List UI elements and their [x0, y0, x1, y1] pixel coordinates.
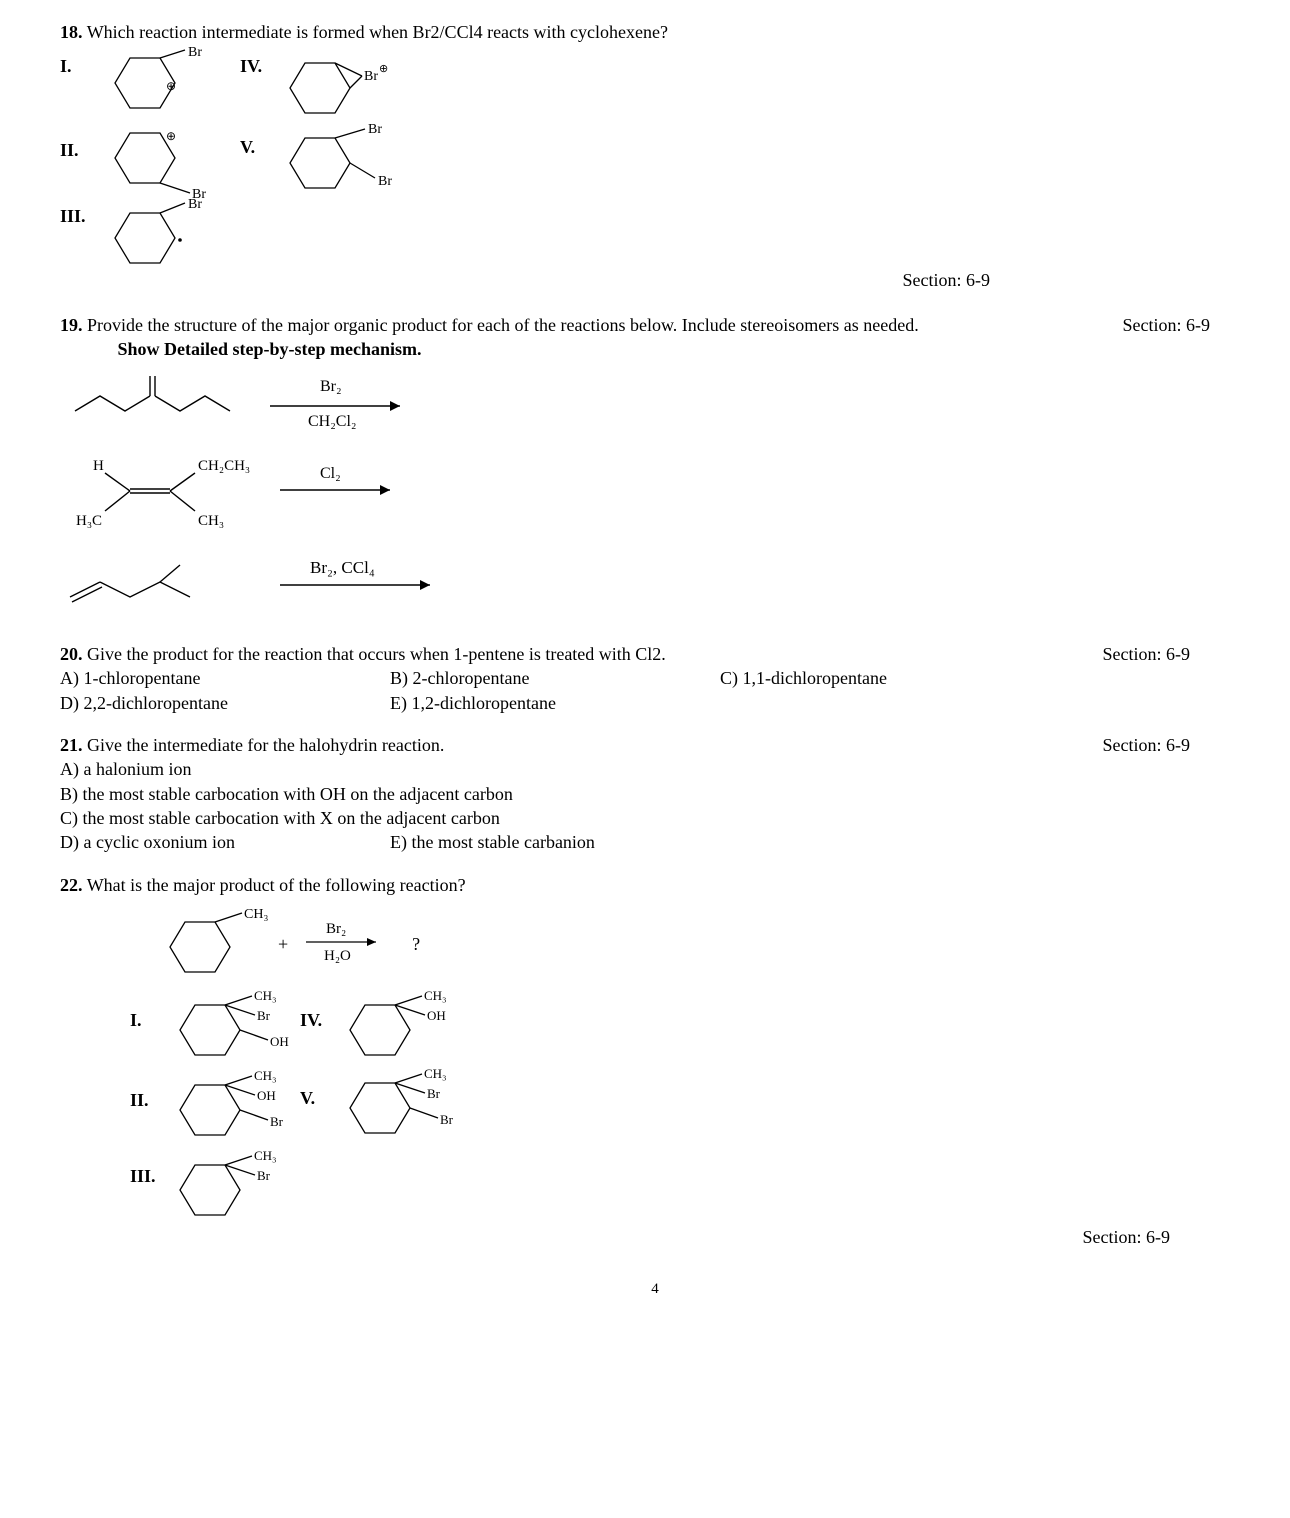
q19-number: 19. [60, 315, 83, 335]
oh-label: OH [427, 1008, 446, 1023]
q18-roman-III: III. [60, 204, 90, 228]
q21-choice-E: E) the most stable carbanion [390, 830, 615, 854]
q20-section: Section: 6-9 [1103, 642, 1251, 666]
ch3-label: CH₃ [254, 988, 277, 1003]
q22-structure-II: CH₃ OH Br [160, 1070, 300, 1150]
br-label: Br [440, 1112, 454, 1127]
question-21: 21. Give the intermediate for the halohy… [60, 733, 1250, 854]
q22-structure-IV: CH₃ OH [330, 990, 470, 1068]
q22-roman-I: I. [130, 1008, 160, 1032]
q20-choice-A: A) 1-chloropentane [60, 666, 390, 690]
q18-section: Section: 6-9 [60, 268, 1250, 292]
ch3-label: CH₃ [254, 1068, 277, 1083]
q19-arrow-1: Br₂ CH₂Cl₂ [260, 371, 430, 441]
plus-sign: + [278, 932, 288, 956]
q20-choice-D: D) 2,2-dichloropentane [60, 691, 390, 715]
q22-section: Section: 6-9 [60, 1225, 1250, 1249]
q18-roman-II: II. [60, 138, 90, 162]
page-number: 4 [60, 1279, 1250, 1299]
q21-prompt: 21. Give the intermediate for the halohy… [60, 733, 1250, 757]
q19-reactant-1 [60, 371, 260, 441]
q19-arrow-2: Cl₂ [270, 458, 420, 528]
q19-section: Section: 6-9 [1123, 313, 1251, 337]
q22-roman-IV: IV. [300, 1008, 330, 1032]
plus-label: ⊕ [166, 79, 176, 93]
q19-reactant-3 [60, 547, 270, 617]
q18-prompt: 18. Which reaction intermediate is forme… [60, 20, 1250, 44]
q22-text: What is the major product of the followi… [87, 875, 466, 895]
br-label: Br [188, 45, 202, 60]
q18-structure-II: ⊕ Br [90, 118, 230, 198]
question-20: 20. Give the product for the reaction th… [60, 642, 1250, 715]
oh-label: OH [270, 1034, 289, 1049]
ch3-label: CH₃ [424, 1066, 447, 1081]
q22-prompt: 22. What is the major product of the fol… [60, 873, 1250, 897]
q18-roman-V: V. [240, 135, 270, 159]
br-label: Br [378, 174, 392, 189]
q20-choice-C: C) 1,1-dichloropentane [720, 666, 907, 690]
q21-text: Give the intermediate for the halohydrin… [87, 735, 444, 755]
plus-label: ⊕ [379, 63, 388, 75]
q20-number: 20. [60, 644, 83, 664]
question-22: 22. What is the major product of the fol… [60, 873, 1250, 1250]
q18-text: Which reaction intermediate is formed wh… [87, 22, 668, 42]
ch3-label: CH₃ [198, 513, 224, 529]
plus-label: ⊕ [166, 129, 176, 143]
q19-text: Provide the structure of the major organ… [87, 315, 919, 335]
q18-structure-IV: Br ⊕ [270, 48, 410, 123]
q18-roman-I: I. [60, 54, 90, 78]
ch3-label: CH₃ [424, 988, 447, 1003]
h-label: H [93, 458, 104, 474]
ch3-label: CH₃ [254, 1148, 277, 1163]
question-18: 18. Which reaction intermediate is forme… [60, 20, 1250, 293]
q22-structure-I: CH₃ Br OH [160, 990, 300, 1070]
reagent-bot: CH₂Cl₂ [308, 413, 357, 430]
q21-choice-C: C) the most stable carbocation with X on… [60, 806, 1250, 830]
q19-prompt: 19. Provide the structure of the major o… [60, 313, 1250, 362]
q19-bold: Show Detailed step-by-step mechanism. [118, 339, 422, 359]
q21-section: Section: 6-9 [1103, 733, 1251, 757]
q18-number: 18. [60, 22, 83, 42]
ch2ch3-label: CH₂CH₃ [198, 458, 250, 474]
q20-choice-B: B) 2-chloropentane [390, 666, 720, 690]
q18-structure-V: Br Br [270, 123, 410, 203]
question-mark: ? [412, 932, 420, 956]
br-label: Br [427, 1086, 441, 1101]
ch3-label: CH₃ [244, 907, 268, 922]
reagent-top: Br₂ [326, 921, 346, 937]
q21-choice-D: D) a cyclic oxonium ion [60, 830, 390, 854]
br-label: Br [188, 197, 202, 212]
q20-text: Give the product for the reaction that o… [87, 644, 666, 664]
q18-structure-III: Br [90, 198, 210, 268]
reagent: Br₂, CCl₄ [310, 558, 375, 577]
br-label: Br [364, 69, 378, 84]
q19-arrow-3: Br₂, CCl₄ [270, 555, 460, 610]
reagent-bot: H₂O [324, 948, 351, 964]
question-19: 19. Provide the structure of the major o… [60, 313, 1250, 618]
reagent-top: Br₂ [320, 378, 342, 395]
q22-roman-V: V. [300, 1086, 330, 1110]
q20-choice-E: E) 1,2-dichloropentane [390, 691, 576, 715]
q18-roman-IV: IV. [240, 54, 270, 78]
oh-label: OH [257, 1088, 276, 1103]
q19-reactant-2: H H₃C CH₂CH₃ CH₃ [60, 443, 270, 543]
q22-structure-III: CH₃ Br [160, 1150, 300, 1225]
br-label: Br [257, 1008, 271, 1023]
reagent: Cl₂ [320, 465, 341, 482]
br-label: Br [368, 122, 382, 137]
q18-structure-I: Br ⊕ [90, 48, 210, 118]
q22-structure-V: CH₃ Br Br [330, 1068, 470, 1148]
br-label: Br [257, 1168, 271, 1183]
h3c-label: H₃C [76, 513, 102, 529]
q22-number: 22. [60, 875, 83, 895]
q22-arrow: Br₂ H₂O [296, 917, 406, 972]
br-label: Br [270, 1114, 284, 1129]
q21-number: 21. [60, 735, 83, 755]
q21-choice-B: B) the most stable carbocation with OH o… [60, 782, 1250, 806]
q22-reactant: CH₃ [150, 907, 270, 982]
q21-choice-A: A) a halonium ion [60, 757, 1250, 781]
q22-roman-II: II. [130, 1088, 160, 1112]
q22-roman-III: III. [130, 1164, 160, 1188]
q20-prompt: 20. Give the product for the reaction th… [60, 642, 1250, 666]
